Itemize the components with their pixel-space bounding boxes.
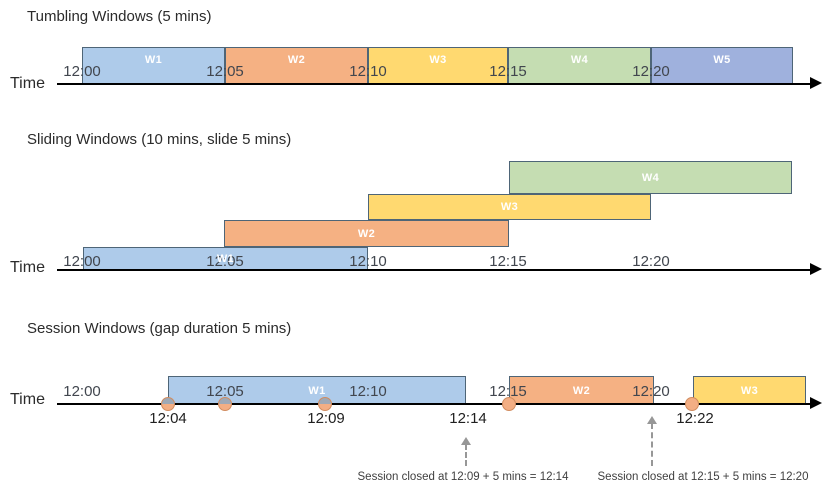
section-title-session-windows: Session Windows (gap duration 5 mins) [27, 320, 292, 337]
event-dot-4 [502, 397, 516, 411]
axis-arrowhead-session [810, 397, 822, 409]
window-label-w2: W2 [357, 227, 376, 240]
session-close-arrowhead-2 [647, 416, 657, 424]
window-label-w1: W1 [308, 384, 326, 397]
tick-label-tumbling-1210: 12:10 [349, 63, 387, 80]
axis-arrowhead-tumbling [810, 77, 822, 89]
event-time-label-1209: 12:09 [307, 410, 345, 427]
event-time-label-1204: 12:04 [149, 410, 187, 427]
tick-label-session-1215: 12:15 [489, 383, 527, 400]
session-close-arrow-1 [465, 444, 467, 466]
time-axis-session [57, 403, 812, 406]
window-label-w1: W1 [144, 54, 163, 66]
window-label-w1: W1 [216, 253, 235, 265]
tick-label-tumbling-1200: 12:00 [63, 63, 101, 80]
window-bar-sliding-w2: W2 [224, 220, 509, 247]
tick-label-sliding-1210: 12:10 [349, 253, 387, 270]
event-dot-3 [318, 397, 332, 411]
window-label-w3: W3 [740, 384, 759, 397]
tick-label-sliding-1200: 12:00 [63, 253, 101, 270]
session-close-annotation-1: Session closed at 12:09 + 5 mins = 12:14 [357, 471, 569, 483]
window-label-w2: W2 [287, 54, 306, 66]
window-bar-sliding-w1: W1 [83, 247, 368, 271]
section-title-sliding-windows: Sliding Windows (10 mins, slide 5 mins) [27, 131, 292, 148]
window-label-w5: W5 [713, 54, 731, 66]
window-label-w3: W3 [429, 54, 447, 66]
window-bar-tumbling-w4: W4 [508, 47, 651, 85]
tick-label-tumbling-1220: 12:20 [632, 63, 670, 80]
event-time-label-1222: 12:22 [676, 410, 714, 427]
window-bar-tumbling-w5: W5 [651, 47, 793, 85]
window-bar-sliding-w3: W3 [368, 194, 651, 220]
tick-label-tumbling-1205: 12:05 [206, 63, 244, 80]
window-label-w4: W4 [641, 171, 660, 184]
window-bar-sliding-w4: W4 [509, 161, 792, 194]
time-axis-tumbling [57, 83, 812, 86]
tick-label-sliding-1220: 12:20 [632, 253, 670, 270]
window-bar-session-w3: W3 [693, 376, 806, 405]
window-bar-session-w2: W2 [509, 376, 654, 405]
window-bar-tumbling-w3: W3 [368, 47, 508, 85]
tick-label-session-1210: 12:10 [349, 383, 387, 400]
event-dot-1 [161, 397, 175, 411]
window-bar-session-w1: W1 [168, 376, 466, 405]
tick-label-session-1220: 12:20 [632, 383, 670, 400]
tick-label-sliding-1215: 12:15 [489, 253, 527, 270]
window-label-w3: W3 [500, 201, 519, 213]
event-dot-5 [685, 397, 699, 411]
window-bar-tumbling-w2: W2 [225, 47, 368, 85]
time-axis-sliding [57, 269, 812, 272]
window-bar-tumbling-w1: W1 [82, 47, 225, 85]
event-dot-2 [218, 397, 232, 411]
tick-label-session-1205: 12:05 [206, 383, 244, 400]
session-close-annotation-2: Session closed at 12:15 + 5 mins = 12:20 [597, 471, 809, 483]
axis-arrowhead-sliding [810, 263, 822, 275]
tick-label-session-1200: 12:00 [63, 383, 101, 400]
section-title-tumbling-windows: Tumbling Windows (5 mins) [27, 8, 212, 25]
window-label-w4: W4 [570, 54, 589, 66]
event-time-label-1214: 12:14 [449, 410, 487, 427]
time-axis-label-sliding: Time [10, 259, 45, 276]
session-close-arrowhead-1 [461, 437, 471, 445]
tick-label-tumbling-1215: 12:15 [489, 63, 527, 80]
tick-label-sliding-1205: 12:05 [206, 253, 244, 270]
window-label-w2: W2 [572, 384, 591, 397]
time-axis-label-session: Time [10, 391, 45, 408]
session-close-arrow-2 [651, 423, 653, 466]
time-axis-label-tumbling: Time [10, 75, 45, 92]
